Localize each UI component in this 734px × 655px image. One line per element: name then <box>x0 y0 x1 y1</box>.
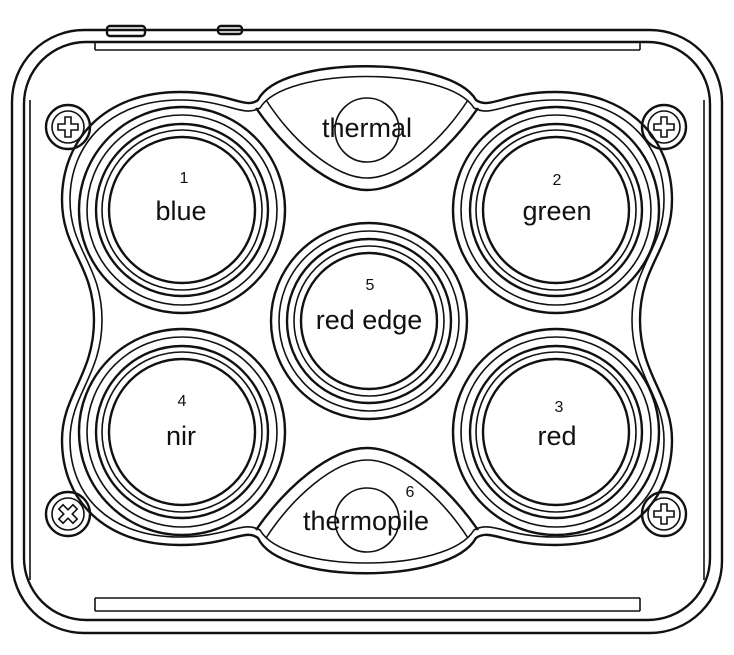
lens-nir: 4 nir <box>77 327 287 537</box>
sensor-label-blue: blue <box>155 196 206 226</box>
lens-blue: 1 blue <box>77 105 287 315</box>
screw-top-right <box>640 103 688 151</box>
lens-plate-outline <box>60 65 674 575</box>
sensor-number-thermopile: 6 <box>406 484 415 501</box>
lens-red: 3 red <box>451 327 661 537</box>
sensor-number-red-edge: 5 <box>366 277 375 294</box>
sensor-label-red-edge: red edge <box>316 305 423 335</box>
lens-plate-inner-outline <box>69 75 665 564</box>
top-button-icon <box>105 24 147 38</box>
housing-inner <box>22 40 712 622</box>
sensor-label-thermopile: thermopile <box>303 506 429 536</box>
sensor-number-red: 3 <box>555 399 564 416</box>
sensor-number-blue: 1 <box>180 170 189 187</box>
thermal-window <box>255 107 479 192</box>
lens-green: 2 green <box>451 105 661 315</box>
thermal-sensor-lens <box>334 97 400 163</box>
lens-red-edge: 5 red edge <box>269 221 469 421</box>
thermopile-sensor-lens <box>334 487 400 553</box>
thermal-label: thermal <box>322 113 412 143</box>
sensor-number-green: 2 <box>553 172 562 189</box>
screw-top-left <box>44 103 92 151</box>
thermopile-window <box>255 446 479 531</box>
screw-bottom-left <box>44 490 92 538</box>
thermal-window-inner <box>265 99 469 179</box>
screw-bottom-right <box>640 490 688 538</box>
top-button-small-icon <box>216 24 244 36</box>
sensor-label-green: green <box>522 196 591 226</box>
sensor-label-red: red <box>537 421 576 451</box>
thermopile-window-inner <box>265 459 469 539</box>
sensor-label-nir: nir <box>166 421 196 451</box>
sensor-number-nir: 4 <box>178 393 187 410</box>
housing-outer <box>10 28 724 635</box>
